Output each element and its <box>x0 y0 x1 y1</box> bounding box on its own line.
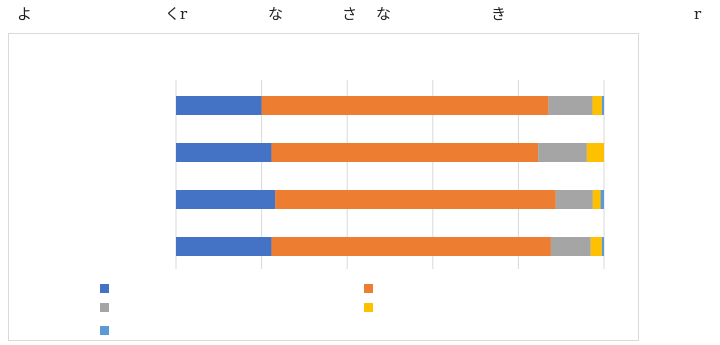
legend-swatch-series4 <box>364 303 373 312</box>
bar-segment-row4-series5 <box>601 237 604 256</box>
header-char-6: き <box>491 5 507 23</box>
bar-segment-row4-series1 <box>176 237 272 256</box>
bar-segment-row4-series4 <box>590 237 602 256</box>
legend-swatch-series1 <box>100 284 109 293</box>
bar-segment-row3-series2 <box>275 190 556 209</box>
legend <box>100 284 373 335</box>
legend-swatch-series3 <box>100 303 109 312</box>
bars <box>176 96 604 256</box>
bar-segment-row1-series3 <box>548 96 593 115</box>
bar-segment-row3-series3 <box>555 190 593 209</box>
bar-segment-row3-series4 <box>592 190 601 209</box>
legend-swatch-series5 <box>100 326 109 335</box>
bar-segment-row2-series4 <box>586 143 604 162</box>
chart-area <box>8 33 639 341</box>
bar-segment-row2-series1 <box>176 143 272 162</box>
header-char-7: r <box>694 5 702 23</box>
bar-segment-row4-series3 <box>550 237 591 256</box>
bar-segment-row3-series5 <box>600 190 604 209</box>
header-char-2: くr <box>165 5 188 23</box>
header-char-5: な <box>376 5 392 23</box>
header-char-4: さ <box>342 5 358 23</box>
bar-segment-row2-series2 <box>271 143 539 162</box>
bar-segment-row2-series3 <box>538 143 587 162</box>
bar-segment-row1-series1 <box>176 96 262 115</box>
header-char-1: よ <box>17 5 33 23</box>
legend-swatch-series2 <box>364 284 373 293</box>
bar-segment-row1-series2 <box>261 96 549 115</box>
bar-segment-row1-series4 <box>592 96 602 115</box>
bar-segment-row3-series1 <box>176 190 276 209</box>
bar-segment-row4-series2 <box>271 237 551 256</box>
header-char-3: な <box>268 5 284 23</box>
bar-segment-row1-series5 <box>601 96 604 115</box>
stacked-bar-chart <box>100 80 605 335</box>
